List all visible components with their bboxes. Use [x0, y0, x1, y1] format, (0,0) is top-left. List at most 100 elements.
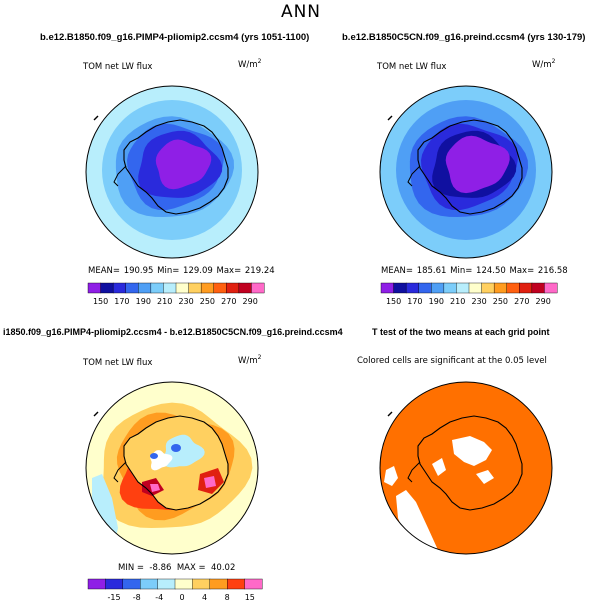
colorbar-segment: [112, 282, 127, 294]
colorbar-segment: [544, 282, 558, 294]
colorbar-tick-label: 170: [114, 297, 129, 306]
colorbar-segment: [481, 282, 495, 294]
colorbar-segment: [188, 282, 202, 294]
map-panel-3: [85, 381, 259, 555]
colorbar-segment: [506, 282, 520, 294]
colorbar-tick-label: 4: [202, 593, 207, 602]
panel-2-stats: MEAN= 185.61 Min= 124.50 Max= 216.58: [381, 266, 568, 276]
map-boundary: [85, 381, 259, 555]
panel-3-field-label: TOM net LW flux: [83, 358, 153, 368]
colorbar-segment: [393, 282, 407, 294]
field-level-140: [155, 139, 212, 190]
map-boundary: [379, 381, 553, 555]
panel-1-field-label: TOM net LW flux: [83, 62, 153, 72]
panel-3-units: W/m2: [238, 354, 262, 366]
colorbar-tick-label: 230: [178, 297, 193, 306]
field-level--3: [162, 434, 205, 468]
south-america-tip: [387, 411, 393, 417]
panel-1-title: b.e12.B1850.f09_g16.PIMP4-pliomip2.ccsm4…: [40, 32, 310, 43]
field-level-neg: [150, 453, 158, 459]
colorbar-segment: [105, 578, 124, 590]
colorbar-segment: [192, 578, 211, 590]
colorbar-segment: [209, 578, 228, 590]
colorbar-segment: [493, 282, 508, 294]
peninsula-coastline: [113, 461, 127, 483]
colorbar-tick-label: 150: [93, 297, 108, 306]
south-america-tip: [387, 115, 393, 121]
colorbar-segment: [125, 282, 139, 294]
panel-2-units: W/m2: [532, 58, 556, 70]
colorbar-segment: [157, 578, 176, 590]
nonsignificant-region: [452, 436, 492, 466]
colorbar-panel-2: 150 170 190 210 230 250 270 290: [380, 282, 558, 306]
colorbar-tick-label: 15: [245, 593, 255, 602]
colorbar-segment: [531, 282, 545, 294]
colorbar-segment: [226, 578, 246, 590]
colorbar-tick-label: 190: [136, 297, 151, 306]
colorbar-segment: [175, 282, 190, 294]
peninsula-coastline: [113, 165, 127, 187]
panel-2-field-label: TOM net LW flux: [377, 62, 447, 72]
map-boundary: [379, 85, 553, 259]
colorbar-segment: [100, 282, 114, 294]
field-level-neg: [171, 444, 181, 452]
colorbar-segment: [380, 282, 395, 294]
colorbar-tick-label: -15: [108, 593, 121, 602]
colorbar-tick-label: 150: [386, 297, 401, 306]
nonsignificant-region: [476, 470, 494, 484]
colorbar-segment: [200, 282, 215, 294]
colorbar-segment: [140, 578, 159, 590]
colorbar-tick-label: 0: [179, 593, 184, 602]
colorbar-tick-label: 270: [221, 297, 236, 306]
panel-4-subtitle: Colored cells are significant at the 0.0…: [357, 356, 547, 366]
colorbar-segment: [405, 282, 420, 294]
colorbar-tick-label: 270: [514, 297, 529, 306]
colorbar-segment: [174, 578, 193, 590]
colorbar-tick-label: 250: [200, 297, 215, 306]
colorbar-panel-1: 150 170 190 210 230 250 270 290: [87, 282, 265, 306]
colorbar-tick-label: -8: [133, 593, 141, 602]
colorbar-tick-label: 210: [157, 297, 172, 306]
antarctica-coastline: [123, 415, 229, 511]
panel-3-stats: MIN = -8.86 MAX = 40.02: [118, 563, 236, 573]
colorbar-segment: [226, 282, 240, 294]
field-level-140: [445, 135, 510, 194]
south-america-tip: [93, 411, 99, 417]
colorbar-tick-label: 230: [471, 297, 486, 306]
south-america-tip: [93, 115, 99, 121]
colorbar-segment: [244, 578, 263, 590]
colorbar-segment: [122, 578, 141, 590]
panel-1-stats: MEAN= 190.95 Min= 129.09 Max= 219.24: [88, 266, 275, 276]
colorbar-segment: [138, 282, 152, 294]
peninsula-coastline: [407, 461, 421, 483]
colorbar-tick-label: 290: [243, 297, 258, 306]
antarctica-coastline: [123, 119, 229, 215]
main-title: ANN: [280, 2, 322, 22]
colorbar-tick-label: 190: [429, 297, 444, 306]
colorbar-tick-label: 170: [407, 297, 422, 306]
panel-2-title: b.e12.B1850C5CN.f09_g16.preind.ccsm4 (yr…: [342, 32, 586, 43]
colorbar-segment: [468, 282, 483, 294]
colorbar-panel-3: -15 -8 -4 0 4 8 15: [87, 578, 263, 602]
field-level-max: [150, 484, 160, 492]
colorbar-tick-label: -4: [155, 593, 163, 602]
colorbar-segment: [519, 282, 533, 294]
colorbar-tick-label: 210: [450, 297, 465, 306]
colorbar-segment: [87, 578, 106, 590]
panel-1-units: W/m2: [238, 58, 262, 70]
peninsula-coastline: [407, 165, 421, 187]
colorbar-tick-label: 8: [225, 593, 230, 602]
nonsignificant-region: [432, 458, 446, 476]
colorbar-segment: [431, 282, 445, 294]
field-level-max: [204, 476, 216, 488]
colorbar-segment: [213, 282, 227, 294]
map-panel-1: [85, 85, 259, 259]
map-panel-4: [379, 381, 553, 555]
panel-3-title: i1850.f09_g16.PIMP4-pliomip2.ccsm4 - b.e…: [3, 327, 343, 337]
nonsignificant-region: [384, 466, 398, 486]
colorbar-segment: [150, 282, 164, 294]
significance-field: [380, 382, 552, 554]
colorbar-tick-label: 290: [536, 297, 551, 306]
antarctica-coastline: [417, 415, 523, 511]
colorbar-segment: [456, 282, 470, 294]
